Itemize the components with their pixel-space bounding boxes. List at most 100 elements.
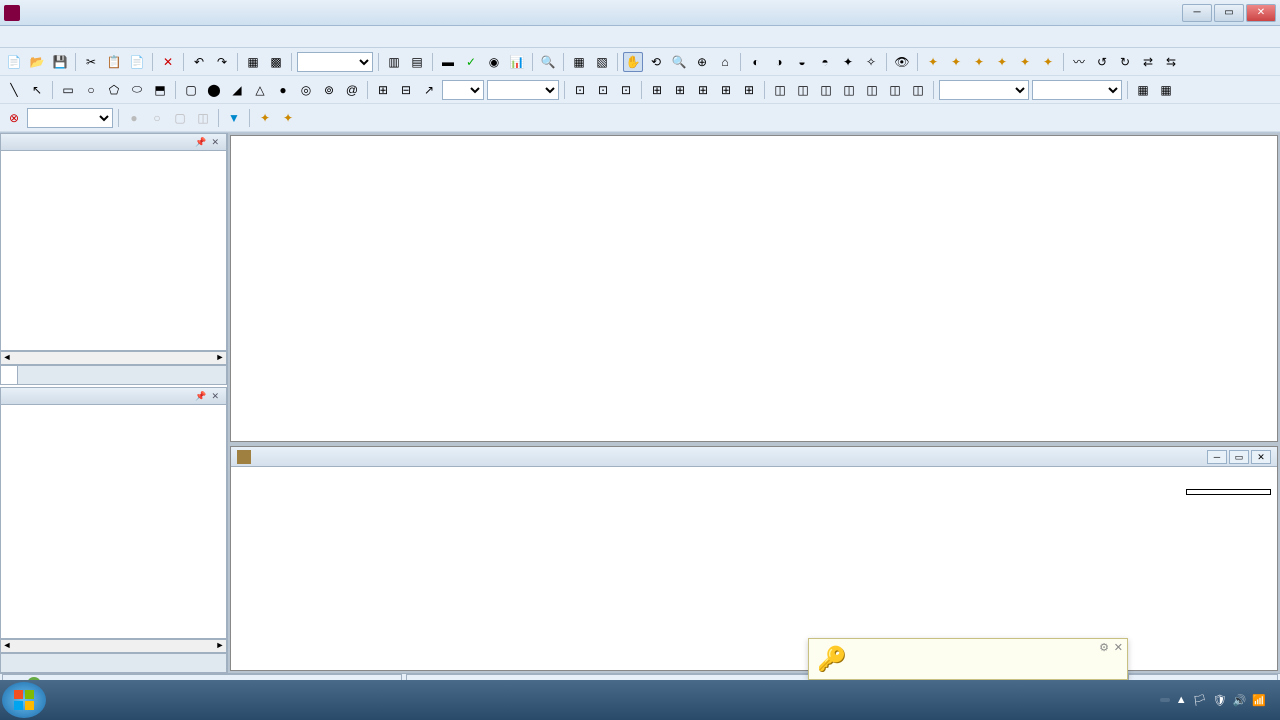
- ellipse-icon[interactable]: ⬭: [127, 80, 147, 100]
- tool-icon[interactable]: ▦: [1156, 80, 1176, 100]
- undo-icon[interactable]: ↶: [189, 52, 209, 72]
- filter-icon[interactable]: ▼: [224, 108, 244, 128]
- tool-icon[interactable]: ⊞: [693, 80, 713, 100]
- select-icon[interactable]: ↖: [27, 80, 47, 100]
- chart-close-button[interactable]: ✕: [1251, 450, 1271, 464]
- tool-icon[interactable]: ◫: [862, 80, 882, 100]
- circle-icon[interactable]: ○: [81, 80, 101, 100]
- modeler-3d-view[interactable]: [230, 135, 1278, 442]
- tool-icon[interactable]: ◓: [815, 52, 835, 72]
- tool-icon[interactable]: ✦: [1038, 52, 1058, 72]
- validate-icon[interactable]: ✓: [461, 52, 481, 72]
- scroll-left[interactable]: ◄: [1, 352, 13, 364]
- panel-close-icon[interactable]: ✕: [208, 137, 222, 148]
- tool-icon[interactable]: ◫: [816, 80, 836, 100]
- tool-icon[interactable]: ✦: [278, 108, 298, 128]
- close-button[interactable]: ✕: [1246, 4, 1276, 22]
- tool-icon[interactable]: ⊕: [692, 52, 712, 72]
- tool-icon[interactable]: ▬: [438, 52, 458, 72]
- tool-icon[interactable]: ▤: [407, 52, 427, 72]
- scroll-right[interactable]: ►: [214, 352, 226, 364]
- notif-settings-icon[interactable]: ⚙: [1099, 641, 1109, 654]
- tool-icon[interactable]: ◑: [769, 52, 789, 72]
- tool-icon[interactable]: ◫: [770, 80, 790, 100]
- lang-indicator[interactable]: [1160, 698, 1170, 702]
- tool-icon[interactable]: ◐: [746, 52, 766, 72]
- material-select[interactable]: [939, 80, 1029, 100]
- cone-icon[interactable]: △: [250, 80, 270, 100]
- tool-icon[interactable]: ✦: [923, 52, 943, 72]
- tool-icon[interactable]: ▥: [384, 52, 404, 72]
- tool-icon[interactable]: ↗: [419, 80, 439, 100]
- scroll-left[interactable]: ◄: [1, 640, 13, 652]
- tool-icon[interactable]: ▦: [243, 52, 263, 72]
- line-icon[interactable]: ╲: [4, 80, 24, 100]
- pin-icon[interactable]: 📌: [193, 137, 208, 148]
- pin-icon[interactable]: 📌: [193, 391, 208, 402]
- project-tab[interactable]: [1, 366, 18, 384]
- cyl-icon[interactable]: ⬤: [204, 80, 224, 100]
- save-icon[interactable]: 💾: [50, 52, 70, 72]
- coord-select[interactable]: [442, 80, 484, 100]
- tool-icon[interactable]: ⊡: [616, 80, 636, 100]
- tool-icon[interactable]: ✦: [1015, 52, 1035, 72]
- tool-icon[interactable]: ◉: [484, 52, 504, 72]
- tool-icon[interactable]: ▧: [592, 52, 612, 72]
- activation-notification[interactable]: 🔑 ✕ ⚙: [808, 638, 1128, 680]
- tray-icon[interactable]: 🛡: [1213, 694, 1227, 707]
- paste-icon[interactable]: 📄: [127, 52, 147, 72]
- project-tree[interactable]: [0, 151, 227, 351]
- tool-icon[interactable]: ⊡: [570, 80, 590, 100]
- tool-icon[interactable]: ⊟: [396, 80, 416, 100]
- tool-icon[interactable]: ▦: [1133, 80, 1153, 100]
- tool-icon[interactable]: ⊞: [739, 80, 759, 100]
- eye-icon[interactable]: 👁: [892, 52, 912, 72]
- sphere-icon[interactable]: ●: [273, 80, 293, 100]
- tray-icon[interactable]: 📶: [1252, 694, 1266, 707]
- model-select[interactable]: [1032, 80, 1122, 100]
- tool-icon[interactable]: ✦: [992, 52, 1012, 72]
- tool-icon[interactable]: ▩: [266, 52, 286, 72]
- tool-icon[interactable]: ✦: [838, 52, 858, 72]
- tool-icon[interactable]: ◫: [885, 80, 905, 100]
- poly-icon[interactable]: ⬠: [104, 80, 124, 100]
- helix-icon[interactable]: ⊚: [319, 80, 339, 100]
- tool-icon[interactable]: ⊞: [647, 80, 667, 100]
- tool-icon[interactable]: ◫: [193, 108, 213, 128]
- prism-icon[interactable]: ◢: [227, 80, 247, 100]
- delete-icon[interactable]: ✕: [158, 52, 178, 72]
- scroll-right[interactable]: ►: [214, 640, 226, 652]
- tool-icon[interactable]: ⊞: [373, 80, 393, 100]
- tool-icon[interactable]: ▦: [569, 52, 589, 72]
- tool-icon[interactable]: 〰: [1069, 52, 1089, 72]
- redo-icon[interactable]: ↷: [212, 52, 232, 72]
- tool-icon[interactable]: ↺: [1092, 52, 1112, 72]
- tool-icon[interactable]: ⇄: [1138, 52, 1158, 72]
- tool-icon[interactable]: ✦: [969, 52, 989, 72]
- tool-icon[interactable]: ○: [147, 108, 167, 128]
- start-button[interactable]: [2, 682, 46, 718]
- tool-icon[interactable]: ↻: [1115, 52, 1135, 72]
- tool-icon[interactable]: ◫: [839, 80, 859, 100]
- tool-icon[interactable]: ●: [124, 108, 144, 128]
- minimize-button[interactable]: ─: [1182, 4, 1212, 22]
- spiral-icon[interactable]: @: [342, 80, 362, 100]
- tray-icon[interactable]: ▲: [1176, 694, 1187, 706]
- tool-icon[interactable]: ▢: [170, 108, 190, 128]
- cut-icon[interactable]: ✂: [81, 52, 101, 72]
- tool-icon[interactable]: 🔍: [538, 52, 558, 72]
- tool-icon[interactable]: ⊡: [593, 80, 613, 100]
- notif-close-icon[interactable]: ✕: [1114, 641, 1123, 654]
- tool-icon[interactable]: ⊗: [4, 108, 24, 128]
- tool-icon[interactable]: ⊞: [670, 80, 690, 100]
- torus-icon[interactable]: ◎: [296, 80, 316, 100]
- new-icon[interactable]: 📄: [4, 52, 24, 72]
- tool-icon[interactable]: 📊: [507, 52, 527, 72]
- maximize-button[interactable]: ▭: [1214, 4, 1244, 22]
- tool-icon[interactable]: ✧: [861, 52, 881, 72]
- object-select[interactable]: [27, 108, 113, 128]
- tool-icon[interactable]: ✦: [946, 52, 966, 72]
- rotate-icon[interactable]: ⟲: [646, 52, 666, 72]
- tray-icon[interactable]: 🏳: [1193, 694, 1207, 707]
- tool-icon[interactable]: ◫: [793, 80, 813, 100]
